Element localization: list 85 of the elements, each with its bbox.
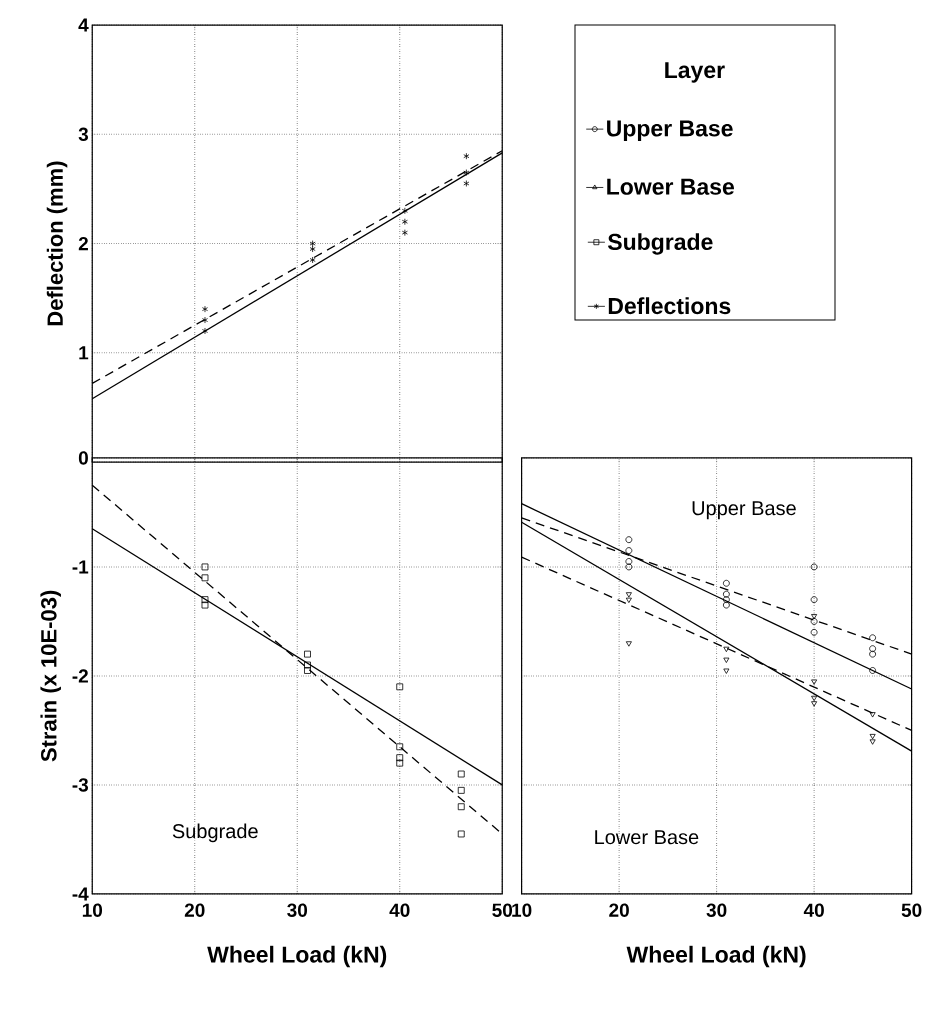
point	[625, 536, 633, 544]
x-tick-label: 30	[287, 903, 308, 917]
point	[396, 759, 404, 767]
annotation: Upper Base	[692, 501, 796, 520]
point	[463, 180, 470, 187]
y-tick-label: 0	[78, 451, 88, 465]
annotation: Subgrade	[172, 823, 258, 843]
x-axis-title: Wheel Load (kN)	[207, 945, 387, 968]
point	[201, 574, 209, 582]
point	[723, 646, 730, 653]
point	[309, 256, 316, 264]
point	[202, 327, 208, 335]
point	[201, 596, 209, 604]
point	[723, 668, 730, 674]
point	[625, 597, 632, 604]
legend-label: Deflections	[608, 297, 731, 315]
point	[396, 743, 404, 751]
point	[201, 563, 209, 571]
point	[722, 590, 730, 598]
point	[401, 207, 408, 215]
y-axis-title: Deflection (mm)	[46, 161, 68, 326]
point	[869, 733, 876, 740]
y-tick-label: -4	[72, 887, 89, 901]
y-tick-label: -1	[72, 560, 89, 574]
point	[202, 305, 208, 313]
y-axis-title: Strain (x 10E-03)	[40, 590, 61, 762]
point	[401, 218, 408, 226]
legend-label: Lower Base	[607, 178, 734, 195]
x-tick-label: 40	[803, 903, 824, 917]
y-tick-label: 1	[79, 346, 89, 360]
y-tick-label: 2	[78, 236, 88, 251]
point	[625, 558, 633, 565]
point	[457, 786, 465, 794]
point	[625, 592, 632, 598]
point	[811, 614, 818, 620]
x-tick-label: 50	[901, 903, 922, 917]
y-tick-label: -2	[72, 669, 88, 683]
point	[457, 803, 465, 811]
point	[304, 667, 311, 674]
x-tick-label: 40	[389, 903, 410, 917]
point	[811, 679, 818, 685]
point	[625, 563, 633, 571]
x-tick-label: 10	[512, 903, 532, 917]
y-tick-label: -3	[72, 778, 89, 792]
point	[869, 645, 877, 653]
point	[401, 229, 408, 237]
point	[869, 667, 877, 674]
point	[723, 657, 730, 663]
point	[304, 661, 311, 669]
point	[869, 712, 876, 718]
x-tick-label: 50	[492, 903, 513, 917]
x-tick-label: 20	[184, 903, 205, 917]
point	[463, 169, 470, 176]
point	[722, 579, 730, 587]
point	[810, 628, 818, 636]
point	[869, 739, 876, 745]
legend-label: Upper Base	[607, 120, 733, 142]
point	[457, 830, 465, 838]
legend-title: Layer	[665, 62, 725, 83]
x-tick-label: 30	[706, 903, 727, 917]
point	[396, 754, 404, 762]
point	[869, 634, 877, 642]
point	[811, 695, 818, 702]
point	[201, 601, 209, 609]
x-tick-label: 20	[609, 903, 629, 917]
point	[722, 596, 730, 604]
point	[202, 316, 208, 324]
point	[457, 770, 465, 778]
point	[304, 650, 311, 658]
point	[810, 596, 818, 604]
point	[722, 601, 730, 609]
point	[810, 618, 818, 625]
point	[625, 547, 633, 554]
point	[625, 641, 632, 647]
x-tick-label: 10	[82, 903, 103, 917]
point	[811, 701, 818, 707]
point	[463, 152, 470, 160]
y-tick-label: 4	[78, 18, 89, 32]
annotation: Lower Base	[595, 830, 699, 845]
legend-label: Subgrade	[607, 233, 713, 255]
y-tick-label: 3	[78, 127, 89, 142]
point	[810, 563, 818, 571]
point	[396, 683, 404, 691]
point	[869, 650, 877, 658]
x-axis-title: Wheel Load (kN)	[626, 945, 806, 968]
